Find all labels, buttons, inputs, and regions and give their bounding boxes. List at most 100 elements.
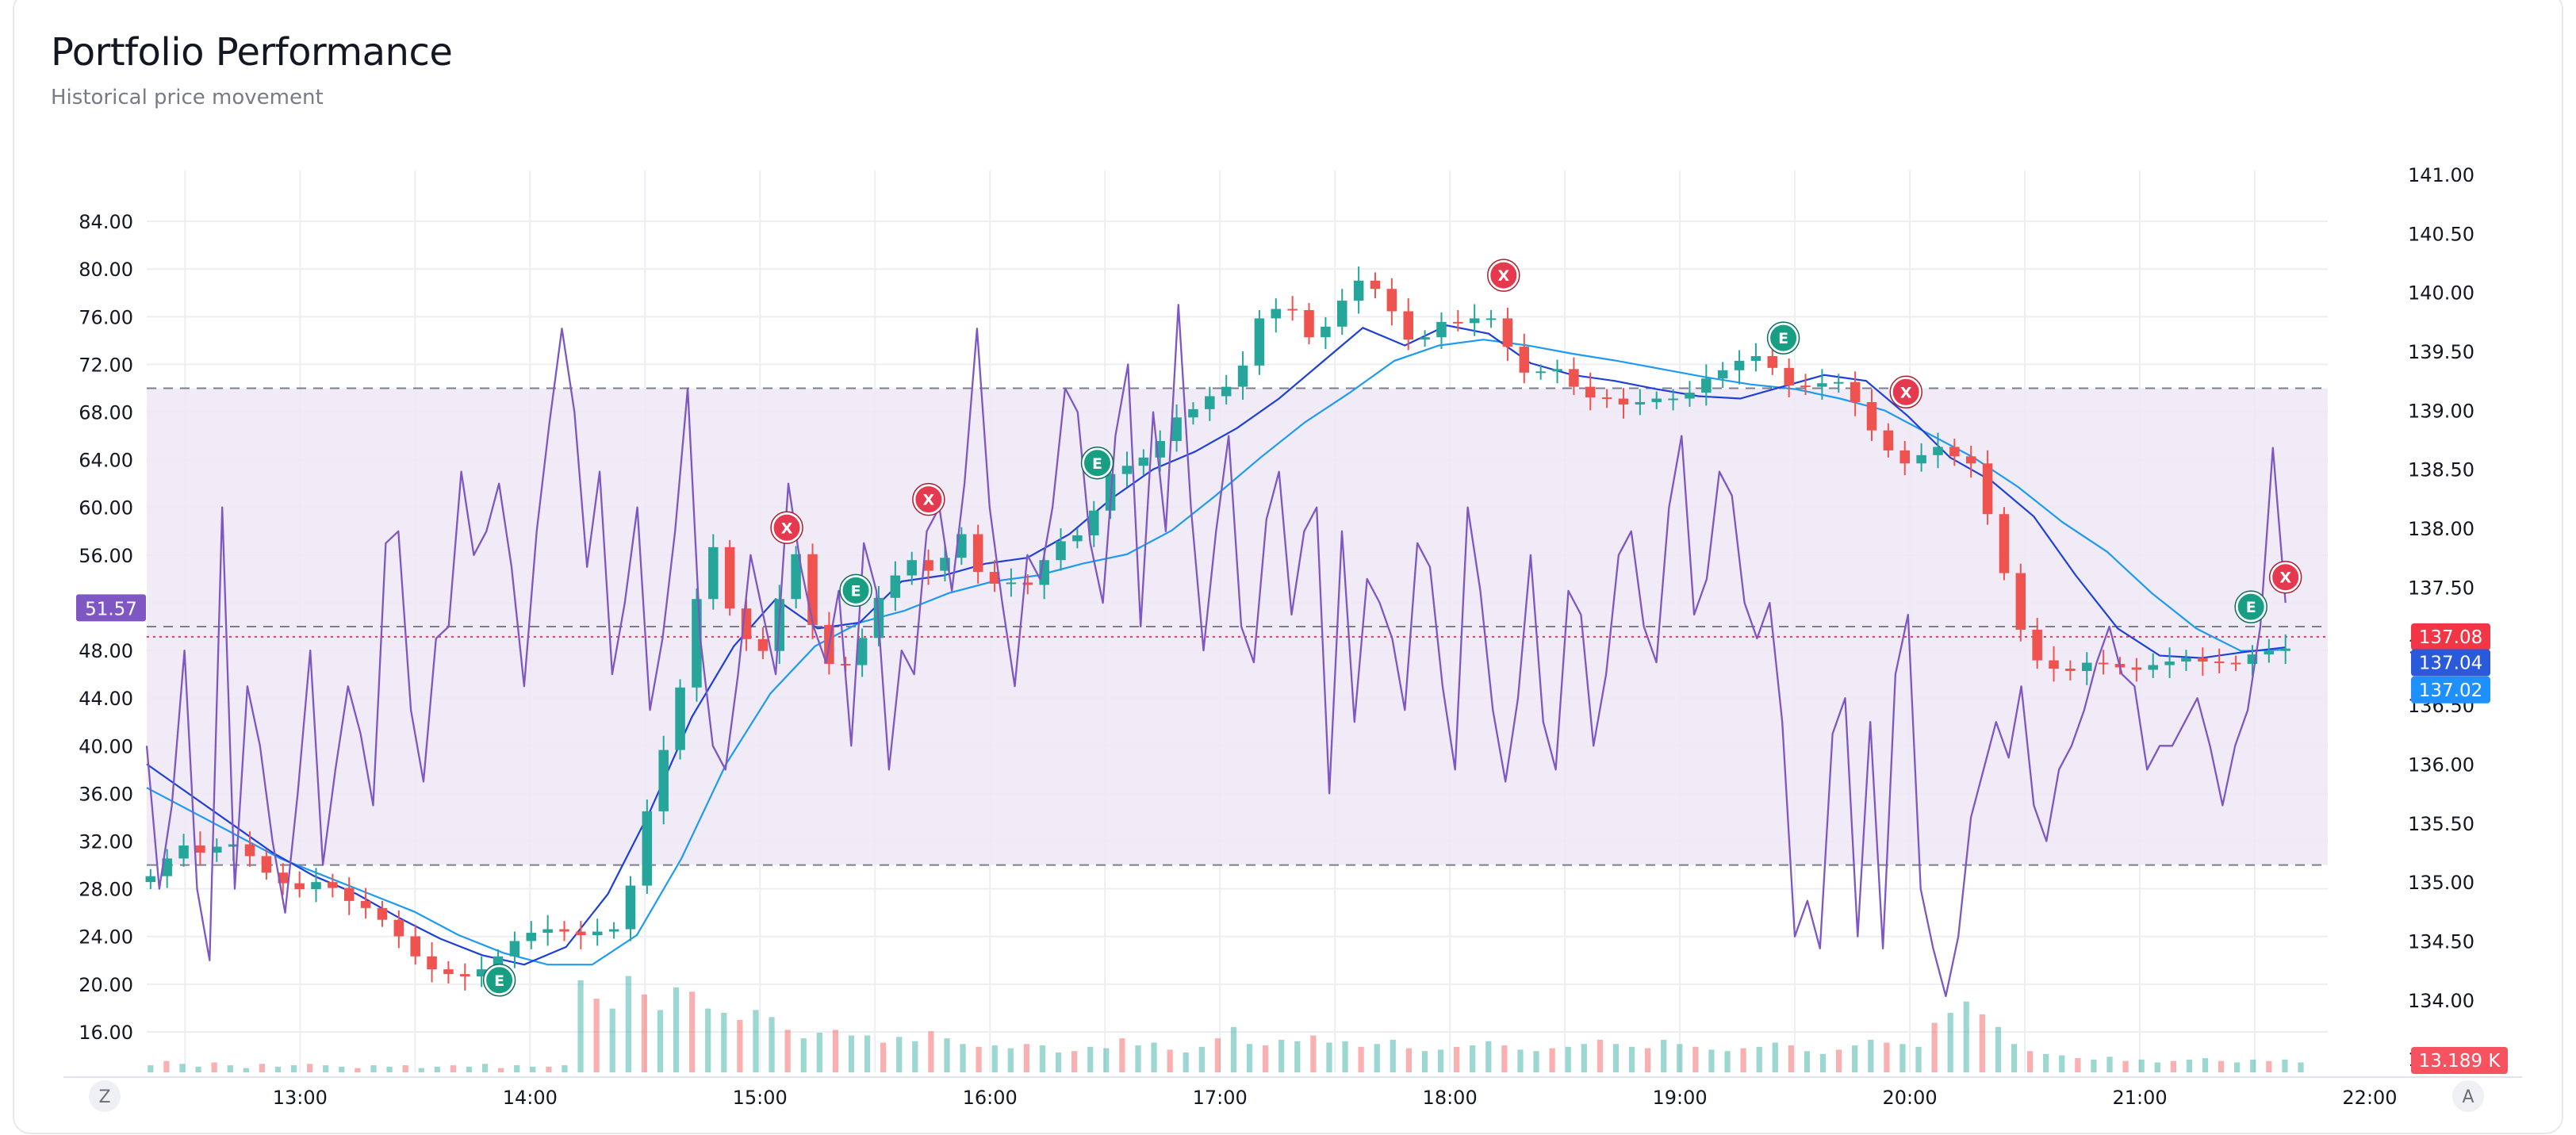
entry-marker[interactable]: E xyxy=(1766,321,1800,355)
auto-scale-left-button[interactable]: Z xyxy=(89,1080,121,1112)
exit-marker[interactable]: X xyxy=(1487,259,1520,292)
rsi-axis-label: 60.00 xyxy=(79,497,133,520)
candle-body xyxy=(212,846,222,853)
auto-scale-right-button[interactable]: A xyxy=(2452,1080,2484,1112)
exit-marker[interactable]: X xyxy=(770,511,803,545)
price-axis-label: 139.50 xyxy=(2408,341,2474,363)
candle xyxy=(278,863,289,895)
volume-bar xyxy=(1581,1044,1587,1072)
marker-ring xyxy=(912,482,945,516)
marker-ring xyxy=(482,964,516,997)
candle xyxy=(791,546,801,609)
scale-button-bg xyxy=(2452,1080,2484,1112)
volume-bar xyxy=(848,1035,855,1072)
candle-body xyxy=(1883,430,1894,451)
candle-body xyxy=(1304,309,1314,338)
marker-label: E xyxy=(494,972,504,990)
candle xyxy=(658,735,669,825)
candle-body xyxy=(1784,367,1794,386)
volume-bar xyxy=(1915,1046,1922,1072)
exit-marker[interactable]: X xyxy=(2268,560,2302,594)
candle-body xyxy=(410,936,420,957)
candle-body xyxy=(178,845,189,859)
exit-marker[interactable]: X xyxy=(912,482,945,516)
scale-button-label: A xyxy=(2462,1087,2474,1107)
exit-marker[interactable]: X xyxy=(1889,375,1922,409)
volume-bar xyxy=(243,1068,249,1072)
candle-body xyxy=(476,969,487,977)
candle-body xyxy=(1817,383,1827,387)
volume-bar xyxy=(2282,1059,2288,1072)
volume-tag-label: 13.189 K xyxy=(2419,1051,2501,1072)
candle-body xyxy=(195,845,205,853)
price-axis-label: 136.00 xyxy=(2408,753,2474,776)
entry-marker[interactable]: E xyxy=(839,573,872,608)
candle-body xyxy=(1535,371,1546,374)
entry-marker[interactable]: E xyxy=(2234,590,2267,623)
volume-bar xyxy=(466,1066,473,1072)
candle xyxy=(1734,350,1745,385)
time-axis-label: 13:00 xyxy=(273,1087,328,1109)
candle-body xyxy=(1188,408,1198,418)
candle-body xyxy=(1585,386,1596,398)
volume-bar xyxy=(2138,1059,2145,1072)
volume-bar xyxy=(179,1064,186,1072)
entry-marker[interactable]: E xyxy=(1080,447,1114,480)
candle-body xyxy=(1502,318,1513,347)
price-axis-label: 135.00 xyxy=(2408,872,2474,894)
candle xyxy=(343,877,355,915)
candle-body xyxy=(526,933,537,941)
marker-circle xyxy=(2270,562,2302,593)
marker-circle xyxy=(1768,322,1800,354)
volume-bar xyxy=(577,980,584,1072)
volume-bar xyxy=(1263,1045,1269,1072)
rsi-axis-label: 76.00 xyxy=(79,306,133,328)
candle-body xyxy=(658,750,669,811)
candle xyxy=(1386,278,1397,326)
time-axis-label: 19:00 xyxy=(1653,1087,1708,1109)
entry-marker[interactable]: E xyxy=(482,964,516,997)
candle xyxy=(1321,316,1331,350)
volume-bar xyxy=(148,1065,154,1072)
volume-bar xyxy=(1167,1049,1173,1072)
candle xyxy=(328,873,338,898)
candle-body xyxy=(840,664,851,666)
volume-bar xyxy=(1326,1042,1332,1072)
candle-body xyxy=(1072,535,1083,542)
candle xyxy=(1784,358,1794,398)
candle xyxy=(1336,289,1347,336)
rsi-axis-label: 20.00 xyxy=(79,974,133,996)
candle xyxy=(1651,391,1662,409)
volume-bar xyxy=(1071,1051,1078,1072)
volume-bar xyxy=(1549,1048,1555,1072)
volume-bar xyxy=(481,1064,489,1072)
candle xyxy=(1353,266,1364,314)
volume-bar xyxy=(1979,1014,1985,1072)
rsi-tag-label: 51.57 xyxy=(85,599,137,619)
candle-body xyxy=(2164,661,2175,665)
trade-markers[interactable]: E X E X E X E X E X xyxy=(482,259,2302,997)
candle xyxy=(542,915,553,946)
candle xyxy=(162,849,172,888)
time-axis-label: 14:00 xyxy=(503,1087,558,1109)
candle xyxy=(509,931,520,968)
price-tag-label: 137.04 xyxy=(2419,654,2482,674)
volume-bar xyxy=(1485,1041,1492,1072)
scale-button-label: Z xyxy=(98,1087,110,1107)
volume-bar xyxy=(1995,1026,2002,1072)
volume-bar xyxy=(1390,1039,1396,1072)
candle xyxy=(360,888,371,919)
volume-bar xyxy=(2266,1060,2272,1072)
price-axis-label: 140.50 xyxy=(2408,223,2474,245)
volume-bar xyxy=(195,1066,201,1072)
candle-body xyxy=(2082,662,2092,671)
price-axis-label: 134.00 xyxy=(2408,990,2474,1012)
candle xyxy=(608,922,619,939)
candle-body xyxy=(1403,311,1413,340)
candle-body xyxy=(1453,321,1463,324)
price-axis-label: 138.00 xyxy=(2408,518,2474,540)
volume-bar xyxy=(1214,1038,1221,1072)
candle xyxy=(757,627,769,660)
volume-bar xyxy=(912,1041,918,1072)
